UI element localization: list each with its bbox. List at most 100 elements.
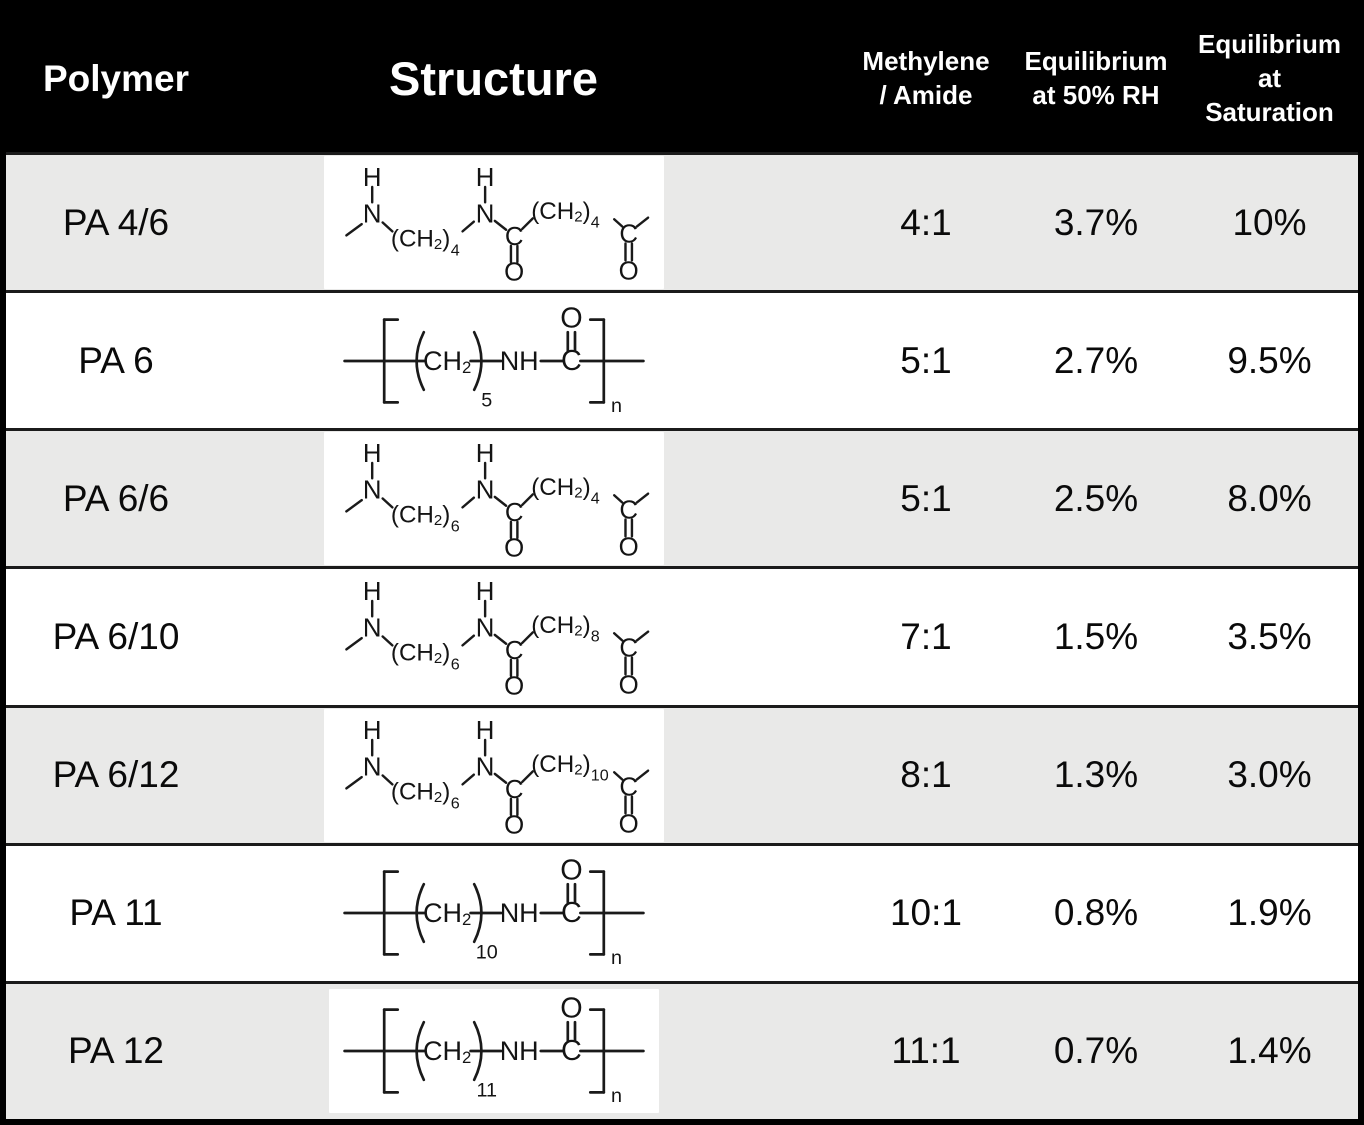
- svg-text:N: N: [475, 753, 494, 781]
- methylene-amide-ratio: 11:1: [891, 1030, 961, 1072]
- svg-text:N: N: [362, 615, 381, 643]
- col-header-structure: Structure: [389, 52, 598, 106]
- methylene-amide-ratio: 7:1: [900, 615, 952, 657]
- structure-diagram: H N (CH2) 6 H N C O (CH2) 10 C O: [323, 708, 664, 842]
- svg-text:NH: NH: [499, 898, 538, 928]
- svg-text:(CH2): (CH2): [531, 474, 590, 501]
- equilibrium-50rh-value: 3.7%: [1053, 201, 1139, 243]
- svg-text:C: C: [619, 635, 638, 663]
- svg-text:(CH2): (CH2): [531, 612, 590, 639]
- svg-text:H: H: [362, 164, 381, 192]
- table-row-pa-6-10: PA 6/10 H N (CH2) 6 H N C O (CH2) 8 C O 7:1 1.5% 3.…: [6, 566, 1358, 705]
- svg-text:C: C: [619, 773, 638, 801]
- polymer-name: PA 6/10: [52, 615, 180, 657]
- col-header-line: at: [1257, 63, 1282, 94]
- col-header-line: Methylene: [862, 46, 990, 77]
- methylene-amide-ratio: 4:1: [900, 201, 952, 243]
- svg-text:10: 10: [590, 766, 608, 784]
- col-header-polymer: Polymer: [42, 57, 189, 99]
- svg-text:O: O: [618, 534, 638, 559]
- svg-text:11: 11: [476, 1080, 497, 1102]
- svg-text:O: O: [618, 672, 638, 697]
- methylene-amide-ratio: 5:1: [900, 477, 952, 519]
- svg-text:C: C: [504, 776, 523, 804]
- methylene-amide-ratio: 5:1: [900, 339, 952, 381]
- svg-text:N: N: [475, 477, 494, 505]
- svg-text:10: 10: [475, 942, 497, 964]
- svg-text:6: 6: [450, 518, 459, 536]
- svg-text:C: C: [561, 345, 582, 377]
- svg-text:8: 8: [590, 628, 599, 646]
- svg-text:N: N: [362, 477, 381, 505]
- equilibrium-saturation-value: 3.5%: [1227, 615, 1312, 657]
- polymer-name: PA 12: [67, 1030, 164, 1072]
- svg-text:(CH2): (CH2): [531, 750, 590, 777]
- svg-text:N: N: [362, 753, 381, 781]
- equilibrium-saturation-value: 10%: [1232, 201, 1307, 243]
- structure-cell: H N (CH2) 6 H N C O (CH2) 4 C O: [226, 432, 841, 566]
- svg-text:H: H: [475, 440, 494, 468]
- equilibrium-50rh-value: 2.7%: [1053, 339, 1139, 381]
- svg-text:H: H: [362, 440, 381, 468]
- svg-text:C: C: [504, 638, 523, 666]
- svg-text:O: O: [560, 857, 582, 887]
- svg-text:H: H: [475, 164, 494, 192]
- methylene-amide-ratio: 8:1: [900, 754, 952, 796]
- equilibrium-50rh-value: 1.3%: [1053, 754, 1139, 796]
- equilibrium-50rh-value: 1.5%: [1053, 615, 1139, 657]
- table-header: Polymer Structure Methylene / Amide Equi…: [6, 6, 1358, 152]
- svg-text:N: N: [475, 200, 494, 228]
- structure-cell: H N (CH2) 4 H N C O (CH2) 4 C O: [226, 156, 841, 290]
- structure-cell: H N (CH2) 6 H N C O (CH2) 10 C O: [226, 708, 841, 842]
- svg-text:H: H: [475, 579, 494, 607]
- equilibrium-50rh-value: 0.8%: [1053, 892, 1139, 934]
- svg-text:6: 6: [450, 794, 459, 812]
- svg-text:CH2: CH2: [423, 1036, 471, 1066]
- svg-text:O: O: [504, 535, 524, 559]
- svg-text:(CH2): (CH2): [390, 778, 449, 805]
- svg-text:n: n: [611, 395, 622, 417]
- svg-text:6: 6: [450, 656, 459, 674]
- col-header-line: Equilibrium: [1198, 29, 1341, 60]
- svg-text:O: O: [618, 810, 638, 835]
- svg-text:CH2: CH2: [423, 346, 471, 376]
- col-header-line: Saturation: [1205, 96, 1334, 127]
- polymer-name: PA 6: [78, 339, 154, 381]
- svg-text:H: H: [362, 579, 381, 607]
- svg-text:N: N: [475, 615, 494, 643]
- structure-diagram: H N (CH2) 6 H N C O (CH2) 4 C O: [323, 432, 664, 566]
- svg-text:O: O: [618, 258, 638, 283]
- col-header-line: Equilibrium: [1024, 46, 1168, 77]
- col-header-equilibrium-saturation: Equilibrium at Saturation: [1181, 28, 1358, 129]
- structure-diagram: H N (CH2) 6 H N C O (CH2) 8 C O: [324, 570, 664, 703]
- polymer-name: PA 4/6: [62, 201, 170, 243]
- polymer-name: PA 11: [69, 892, 163, 934]
- svg-text:O: O: [504, 811, 524, 835]
- table-row-pa-6-6: PA 6/6 H N (CH2) 6 H N C O (CH2) 4 C O 5:1 2.5% 8.0…: [6, 428, 1358, 567]
- svg-text:n: n: [611, 947, 622, 969]
- col-header-equilibrium-50rh: Equilibrium at 50% RH: [1011, 45, 1181, 113]
- equilibrium-saturation-value: 8.0%: [1227, 477, 1312, 519]
- svg-text:O: O: [560, 995, 582, 1025]
- svg-text:n: n: [611, 1085, 622, 1107]
- table-row-pa-4-6: PA 4/6 H N (CH2) 4 H N C O (CH2) 4 C O 4:1 3.7% 10%: [6, 152, 1358, 291]
- structure-cell: H N (CH2) 6 H N C O (CH2) 8 C O: [226, 570, 841, 703]
- col-header-line: at 50% RH: [1032, 80, 1160, 110]
- svg-text:(CH2): (CH2): [531, 198, 590, 225]
- equilibrium-50rh-value: 0.7%: [1053, 1030, 1139, 1072]
- equilibrium-saturation-value: 1.9%: [1227, 892, 1312, 934]
- methylene-amide-ratio: 10:1: [889, 892, 962, 934]
- svg-text:C: C: [504, 223, 523, 251]
- table-row-pa-6-12: PA 6/12 H N (CH2) 6 H N C O (CH2) 10 C O 8:1 1.3% 3…: [6, 704, 1358, 843]
- svg-text:NH: NH: [499, 1036, 538, 1066]
- polymer-name: PA 6/6: [62, 477, 170, 519]
- svg-text:(CH2): (CH2): [390, 501, 449, 528]
- svg-text:4: 4: [590, 490, 599, 508]
